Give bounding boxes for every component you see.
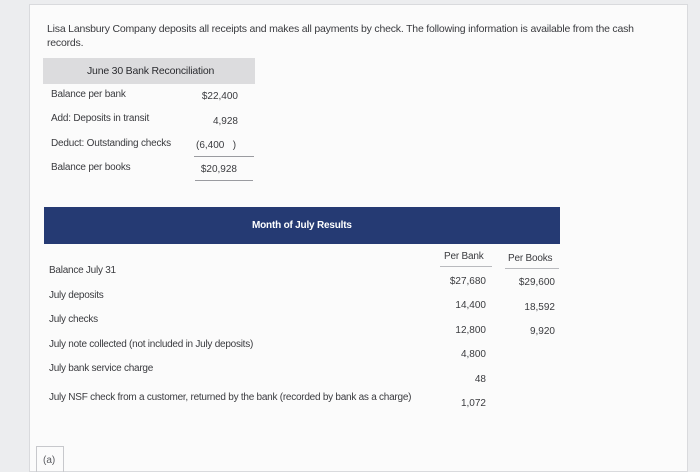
problem-intro: Lisa Lansbury Company deposits all recei… — [47, 23, 634, 49]
per-bank-underline — [440, 266, 492, 267]
recon-total-line — [195, 180, 253, 181]
per-bank-balance-july-31: $27,680 — [449, 276, 486, 287]
recon-label-balance-per-books: Balance per books — [51, 162, 131, 173]
item-july-deposits: July deposits — [49, 290, 104, 301]
item-balance-july-31: Balance July 31 — [49, 265, 116, 276]
item-bank-service-charge: July bank service charge — [49, 363, 154, 374]
recon-label-deposits-in-transit: Add: Deposits in transit — [51, 113, 150, 124]
item-july-checks: July checks — [49, 314, 98, 325]
item-nsf-check: July NSF check from a customer, returned… — [49, 392, 412, 403]
july-results-banner — [44, 207, 560, 244]
recon-value-balance-per-books: $20,928 — [200, 164, 237, 175]
july-results-title: Month of July Results — [252, 220, 352, 231]
reconciliation-title: June 30 Bank Reconciliation — [43, 58, 255, 84]
per-books-balance-july-31: $29,600 — [518, 277, 555, 288]
per-books-july-checks: 9,920 — [529, 326, 555, 337]
per-books-july-deposits: 18,592 — [524, 302, 555, 313]
column-header-per-books: Per Books — [508, 253, 553, 264]
part-a-label: (a) — [36, 446, 64, 472]
recon-value-balance-per-bank: $22,400 — [201, 91, 238, 102]
per-books-underline — [505, 268, 559, 269]
column-header-per-bank: Per Bank — [444, 251, 484, 262]
recon-value-outstanding-checks: (6,400 ) — [196, 140, 237, 151]
per-bank-july-checks: 12,800 — [455, 325, 486, 336]
per-bank-note-collected: 4,800 — [460, 349, 486, 360]
recon-subtotal-line — [194, 156, 254, 157]
recon-label-outstanding-checks: Deduct: Outstanding checks — [51, 138, 171, 149]
per-bank-service-charge: 48 — [474, 374, 486, 385]
recon-label-balance-per-bank: Balance per bank — [51, 89, 126, 100]
per-bank-nsf-check: 1,072 — [460, 398, 486, 409]
recon-value-deposits-in-transit: 4,928 — [212, 116, 238, 127]
item-note-collected: July note collected (not included in Jul… — [49, 339, 254, 350]
per-bank-july-deposits: 14,400 — [455, 300, 486, 311]
